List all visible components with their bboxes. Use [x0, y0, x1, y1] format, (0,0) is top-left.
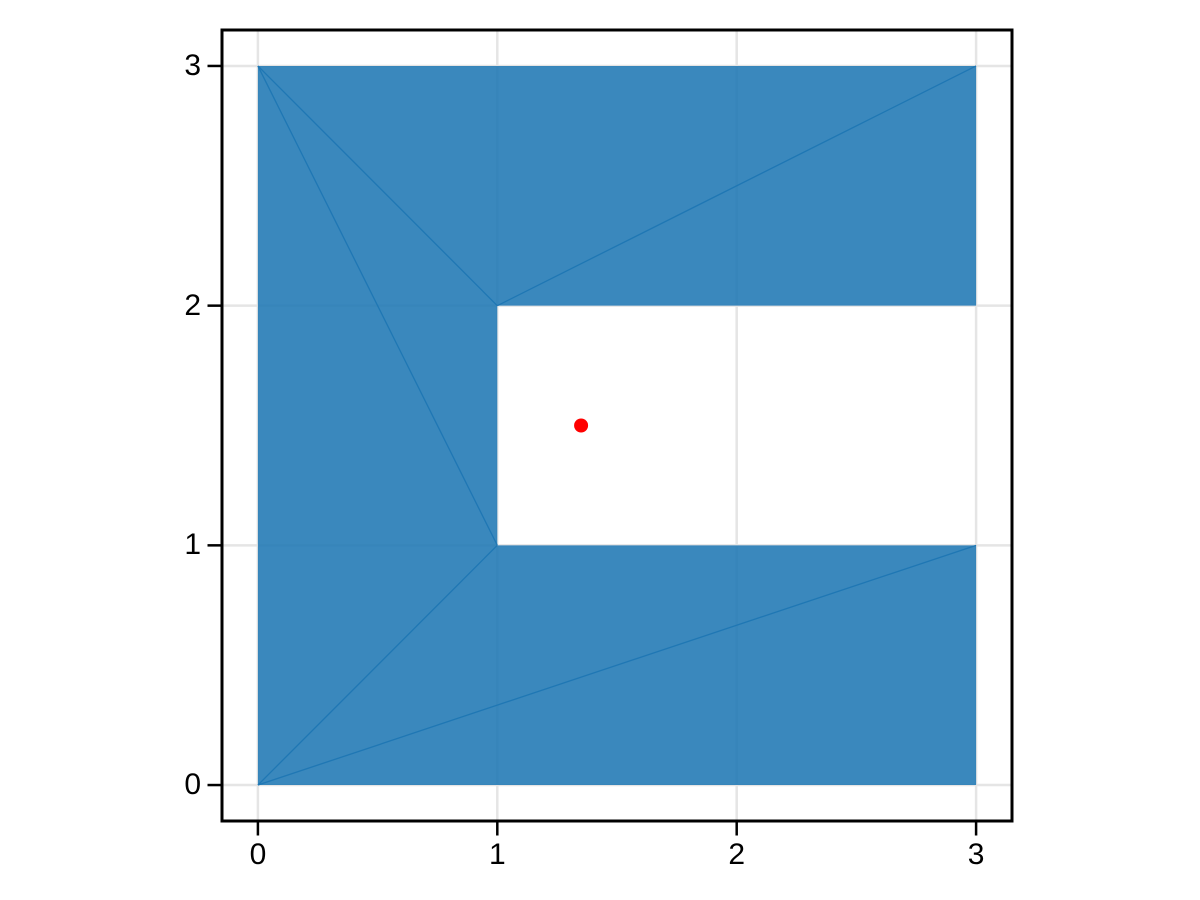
x-tick-label-0: 0: [249, 838, 267, 871]
triangulation-edge-2: [497, 65, 977, 307]
triangulation-edge-1: [257, 65, 498, 546]
triangulation-edge-0: [257, 65, 498, 307]
x-tick-label-1: 1: [488, 838, 506, 871]
triangulation-edge-4: [257, 544, 977, 786]
y-tick-label-0: 0: [184, 768, 201, 802]
y-tick-label-3: 3: [184, 48, 201, 82]
y-tick-label-2: 2: [184, 288, 201, 322]
x-tick-label-2: 2: [728, 838, 746, 871]
sample-point-marker: [574, 418, 589, 433]
y-tick-label-1: 1: [184, 528, 201, 562]
axis-frame: [220, 28, 1014, 823]
triangulation-edge-3: [257, 544, 498, 786]
x-tick-label-3: 3: [967, 838, 985, 871]
